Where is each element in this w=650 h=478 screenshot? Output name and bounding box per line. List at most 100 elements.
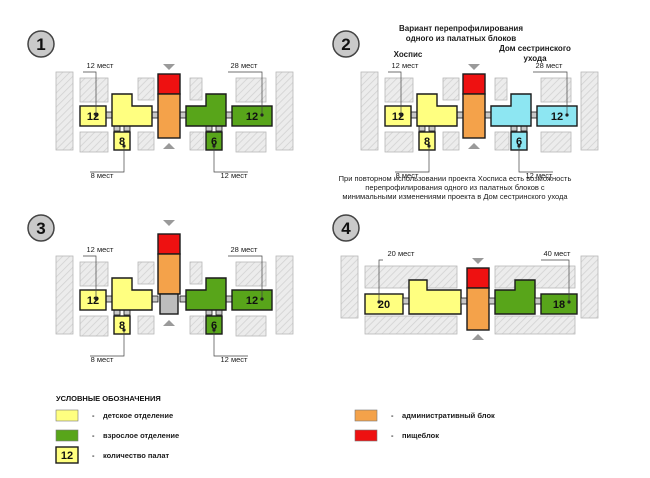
- left-wing-small-block: [418, 131, 436, 151]
- leader-bottom-left-dot: [427, 144, 431, 148]
- entrance-arrow-bottom: [163, 143, 175, 149]
- corridor: [488, 297, 496, 305]
- neighbor-block: [79, 315, 109, 337]
- right-wing-l-block: [185, 93, 227, 127]
- kitchen-block: [157, 73, 181, 95]
- neighbor-block: [189, 261, 203, 285]
- panel-2-note-line2: перепрофилирования одного из палатных бл…: [365, 183, 545, 192]
- leader-bottom-left: [90, 330, 125, 357]
- label-top-right: 28 мест: [231, 245, 259, 254]
- neighbor-block-left: [55, 255, 74, 335]
- neighbor-block: [540, 77, 572, 103]
- panel-number-badge: [27, 30, 55, 58]
- corridor: [179, 295, 187, 303]
- corridor: [179, 111, 187, 119]
- entrance-arrow-top: [163, 64, 175, 70]
- legend-dash: -: [92, 451, 95, 460]
- panel-number: 1: [36, 35, 45, 54]
- panel-2-caption-nursing-line1: Дом сестринского: [499, 44, 571, 53]
- corridor: [105, 111, 113, 119]
- left-wing-room-count: 20: [378, 299, 390, 311]
- neighbor-block: [79, 77, 109, 103]
- admin-block: [157, 93, 181, 139]
- panel-number: 2: [341, 35, 350, 54]
- leader-bottom-right: [213, 146, 248, 173]
- label-top-right: 28 мест: [231, 61, 259, 70]
- admin-connector-block: [159, 293, 179, 315]
- left-wing-ward-block: [384, 105, 412, 127]
- left-wing-room-count: 12: [87, 295, 99, 307]
- corridor: [151, 295, 159, 303]
- panel-2-note-line1: При повторном использовании проекта Хосп…: [339, 174, 572, 183]
- leader-bottom-left-dot: [122, 144, 126, 148]
- corridor: [225, 295, 233, 303]
- left-wing-small-count: 8: [119, 320, 125, 332]
- leader-top-right-dot: [260, 113, 264, 117]
- right-wing-room-count: 12: [551, 111, 563, 123]
- right-wing-room-count: 12: [246, 295, 258, 307]
- label-top-left: 12 мест: [392, 61, 420, 70]
- neighbor-block-right: [580, 255, 599, 319]
- panel-4: 4 20 18 20 мест 40 мест: [332, 214, 599, 340]
- left-wing-small-block: [113, 315, 131, 335]
- neighbor-block: [494, 315, 576, 335]
- leader-top-right: [541, 259, 570, 302]
- neighbor-block-left: [360, 71, 379, 151]
- kitchen-block: [466, 267, 490, 289]
- corridor: [402, 297, 410, 305]
- neighbor-block-right: [275, 255, 294, 335]
- legend-label-count: количество палат: [103, 451, 170, 460]
- right-wing-l-block: [185, 277, 227, 311]
- neighbor-block: [384, 77, 414, 103]
- left-wing-room-count: 12: [87, 111, 99, 123]
- corridor: [225, 111, 233, 119]
- legend-label-children: детское отделение: [103, 411, 173, 420]
- leader-top-left-dot: [94, 297, 98, 301]
- panel-2-caption-nursing-line2: ухода: [523, 54, 547, 63]
- entrance-arrow-bottom: [472, 334, 484, 340]
- corridor: [410, 111, 418, 119]
- leader-bottom-right-dot: [212, 328, 216, 332]
- panel-number-badge: [332, 30, 360, 58]
- panel-number: 3: [36, 219, 45, 238]
- left-wing-small-block: [113, 131, 131, 151]
- panel-2-title-line2: одного из палатных блоков: [406, 34, 516, 43]
- neighbor-block: [384, 131, 414, 153]
- neighbor-block: [235, 315, 267, 337]
- leader-top-left-dot: [94, 113, 98, 117]
- leader-bottom-left: [90, 146, 125, 173]
- leader-bottom-right-dot: [517, 144, 521, 148]
- label-bottom-left: 8 мест: [396, 171, 419, 180]
- legend-swatch-count: 12: [61, 450, 73, 462]
- panel-2-note-line3: минимальными изменениями проекта в Дом с…: [342, 192, 568, 201]
- corridor: [456, 111, 464, 119]
- panel-number: 4: [341, 219, 351, 238]
- leader-bottom-left-dot: [122, 328, 126, 332]
- neighbor-block: [494, 131, 510, 151]
- leader-top-right-dot: [260, 297, 264, 301]
- neighbor-block: [235, 77, 267, 103]
- neighbor-block: [442, 77, 460, 101]
- right-wing-room-count: 12: [246, 111, 258, 123]
- legend-label-admin: административный блок: [402, 411, 495, 420]
- neighbor-block: [235, 131, 267, 153]
- legend: УСЛОВНЫЕ ОБОЗНАЧЕНИЯ-детское отделение-в…: [55, 394, 495, 464]
- corridor: [484, 111, 492, 119]
- legend-swatch-kitchen: [354, 429, 378, 442]
- left-wing-ward-block: [79, 105, 107, 127]
- neighbor-block: [189, 131, 205, 151]
- left-wing-small-count: 8: [424, 136, 430, 148]
- label-top-right: 40 мест: [544, 249, 572, 258]
- right-wing-l-block: [490, 93, 532, 127]
- label-top-left: 20 мест: [388, 249, 416, 258]
- leader-top-right: [228, 255, 263, 299]
- leader-top-left: [388, 71, 402, 115]
- label-top-right: 28 мест: [536, 61, 564, 70]
- corridor: [460, 297, 468, 305]
- leader-top-left-dot: [377, 300, 381, 304]
- label-bottom-right: 12 мест: [221, 171, 249, 180]
- label-top-left: 12 мест: [87, 245, 115, 254]
- legend-dash: -: [391, 411, 394, 420]
- neighbor-block: [364, 315, 458, 335]
- entrance-arrow-top: [468, 64, 480, 70]
